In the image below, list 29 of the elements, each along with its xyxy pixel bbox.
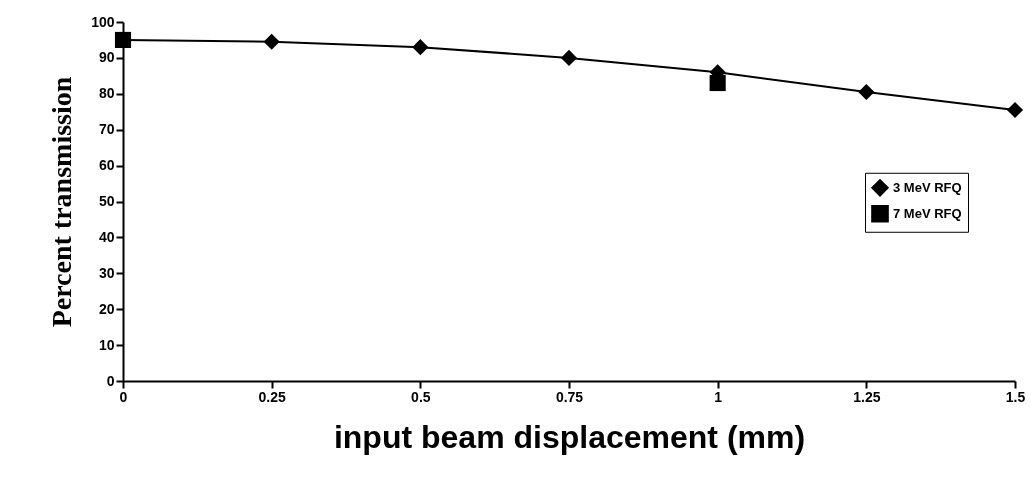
point: [560, 49, 578, 66]
point: [114, 31, 132, 49]
legend-label: 3 MeV RFQ: [893, 179, 962, 195]
y-tick-label: 80: [98, 85, 115, 102]
point: [263, 33, 280, 50]
y-tick-label: 50: [98, 193, 115, 209]
y-tick-label: 30: [98, 264, 115, 281]
point: [709, 74, 726, 92]
point: [412, 39, 429, 56]
y-tick-label: 10: [98, 336, 115, 353]
point: [1006, 101, 1024, 119]
x-axis-title: input beam displacement (mm): [333, 418, 806, 455]
x-tick-label: 0: [119, 388, 128, 405]
x-tick-label: 0.25: [258, 388, 286, 405]
point: [858, 83, 875, 101]
x-tick-label: 1.5: [1005, 388, 1026, 405]
x-tick-label: 0.75: [555, 388, 584, 405]
x-tick-label: 1.25: [853, 388, 881, 405]
y-tick-label: 100: [91, 13, 115, 30]
y-axis-title: Percent transmission: [46, 76, 78, 328]
x-tick-label: 0.5: [411, 388, 431, 405]
y-tick-label: 90: [98, 49, 115, 66]
x-tick-label: 1: [714, 388, 723, 405]
y-tick-label: 0: [106, 372, 115, 389]
y-tick-label: 60: [98, 157, 115, 174]
y-tick-label: 40: [98, 228, 115, 245]
y-tick-label: 70: [98, 121, 115, 138]
y-tick-label: 20: [98, 300, 115, 317]
legend-label: 7 MeV RFQ: [893, 205, 962, 221]
